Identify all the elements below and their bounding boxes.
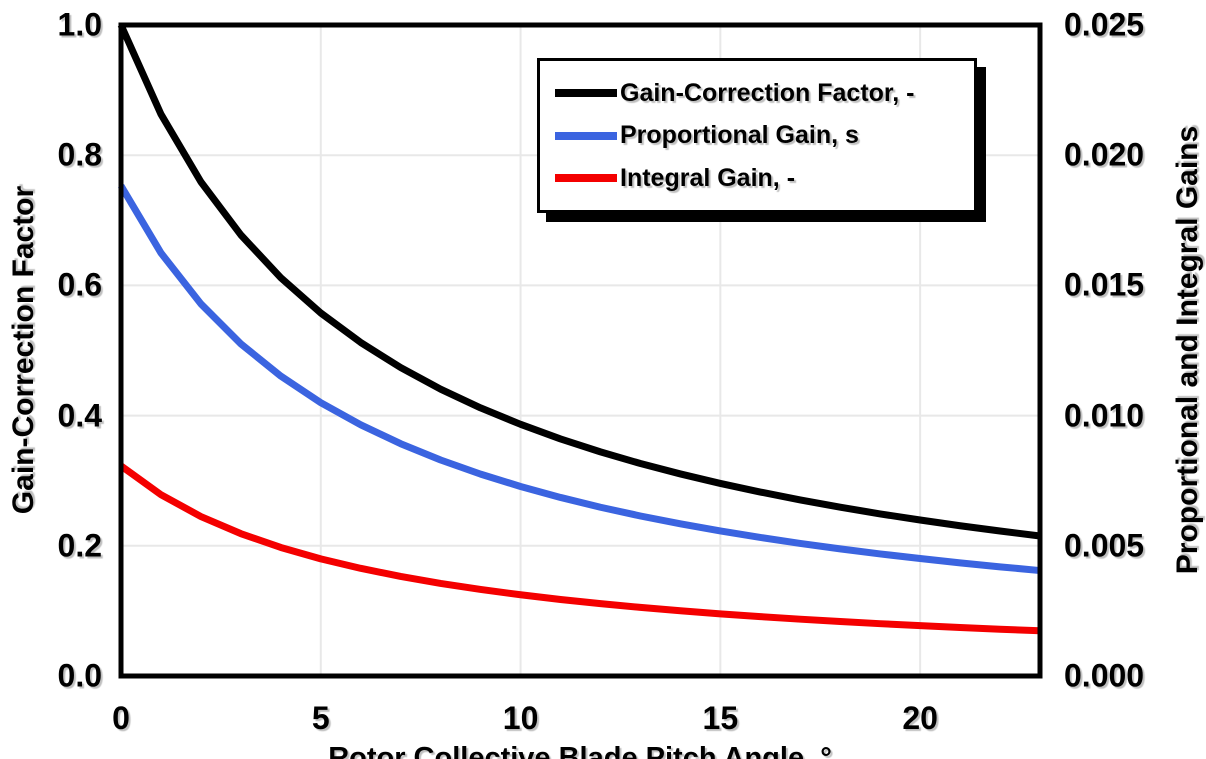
series-line-3 <box>118 463 1041 635</box>
legend-item: Integral Gain, - <box>555 164 968 193</box>
y-left-tick-label: 1.0 <box>57 6 102 43</box>
y-left-axis-title: Gain-Correction Factor <box>7 185 40 515</box>
x-tick-label: 0 <box>112 700 130 736</box>
y-right-tick-label: 0.010 <box>1064 397 1145 434</box>
legend-line-swatch-black <box>555 89 617 97</box>
x-tick-label: 15 <box>702 700 739 736</box>
legend-item: Gain-Correction Factor, - <box>555 79 968 108</box>
legend-line-swatch-blue <box>555 131 617 140</box>
legend-item-label: Proportional Gain, s <box>620 121 859 149</box>
x-tick-label: 10 <box>502 700 539 736</box>
legend-item: Proportional Gain, s <box>555 121 968 150</box>
y-right-axis-title: Proportional and Integral Gains <box>1171 125 1204 575</box>
y-right-tick-label: 0.005 <box>1064 527 1145 564</box>
plot-frame <box>118 22 1043 679</box>
legend: Gain-Correction Factor, - Proportional G… <box>537 58 977 213</box>
legend-line-swatch-red <box>555 174 617 182</box>
y-left-tick-label: 0.6 <box>57 266 102 303</box>
legend-item-label: Gain-Correction Factor, - <box>620 78 915 107</box>
x-axis-title: Rotor Collective Blade Pitch Angle, ° <box>328 742 832 759</box>
y-right-tick-label: 0.015 <box>1064 266 1145 303</box>
x-tick-label: 20 <box>902 700 938 736</box>
series-line-1 <box>117 23 1041 540</box>
y-left-tick-label: 0.0 <box>57 657 102 694</box>
y-left-tick-label: 0.8 <box>57 136 102 173</box>
series-line-2 <box>117 183 1041 575</box>
legend-item-label: Integral Gain, - <box>620 163 796 192</box>
y-left-tick-label: 0.2 <box>57 527 102 564</box>
y-right-tick-label: 0.025 <box>1064 6 1145 43</box>
y-left-tick-label: 0.4 <box>57 397 102 434</box>
x-tick-label: 5 <box>311 700 330 736</box>
y-right-tick-label: 0.000 <box>1064 657 1145 694</box>
y-right-tick-label: 0.020 <box>1064 136 1145 173</box>
